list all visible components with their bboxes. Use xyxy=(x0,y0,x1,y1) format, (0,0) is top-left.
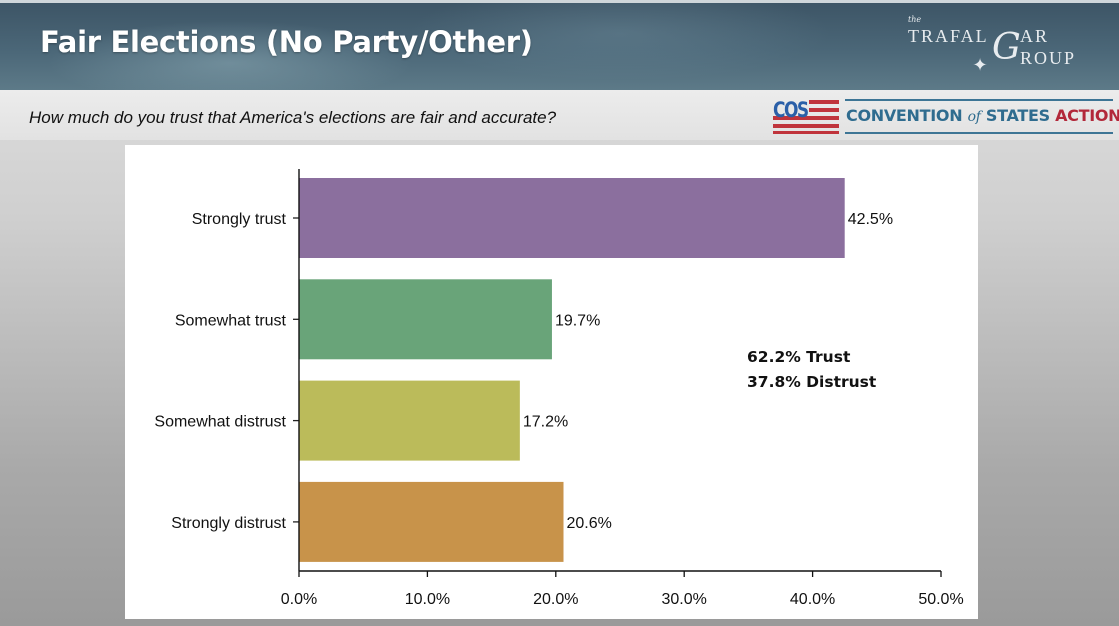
data-label-somewhat-distrust: 17.2% xyxy=(523,414,568,431)
y-tick-label-somewhat-distrust: Somewhat distrust xyxy=(154,414,286,431)
y-tick-label-strongly-trust: Strongly trust xyxy=(192,211,287,228)
x-tick-label-50: 50.0% xyxy=(918,591,963,608)
subtitle-band xyxy=(0,90,1119,140)
cos-action: ACTION xyxy=(1055,106,1119,125)
flag-stripes-icon xyxy=(773,97,839,134)
logo-rule-top xyxy=(845,99,1113,101)
logo-the-text: the xyxy=(908,15,922,24)
bar-strongly-distrust xyxy=(299,481,564,562)
y-tick-label-somewhat-trust: Somewhat trust xyxy=(175,312,287,329)
data-label-strongly-trust: 42.5% xyxy=(848,211,893,228)
x-tick-label-10: 10.0% xyxy=(405,591,450,608)
chart-panel: Strongly trust 42.5% Somewhat trust 19.7% So… xyxy=(125,145,978,619)
compass-star-icon: ✦ xyxy=(972,55,988,75)
distrust-total: 37.8% Distrust xyxy=(747,373,877,391)
survey-question: How much do you trust that America's ele… xyxy=(29,108,557,127)
bar-strongly-trust xyxy=(299,178,845,258)
cos-full-name: CONVENTION of STATES ACTION xyxy=(846,106,1119,125)
x-tick-label-30: 30.0% xyxy=(662,591,707,608)
logo-rule-bottom xyxy=(845,132,1113,134)
page-title: Fair Elections (No Party/Other) xyxy=(40,25,533,59)
bar-chart: Strongly trust 42.5% Somewhat trust 19.7% So… xyxy=(154,169,964,608)
x-tick-label-40: 40.0% xyxy=(790,591,835,608)
convention-of-states-logo: COS CONVENTION of STATES ACTION xyxy=(773,97,1119,135)
x-tick-label-20: 20.0% xyxy=(533,591,578,608)
y-tick-label-strongly-distrust: Strongly distrust xyxy=(171,515,286,532)
logo-roup-text: ROUP xyxy=(1020,48,1077,68)
slide-header: Fair Elections (No Party/Other) the TRAF… xyxy=(0,0,1119,90)
cos-states: STATES xyxy=(985,106,1050,125)
trust-summary: 62.2% Trust 37.8% Distrust xyxy=(747,345,876,395)
logo-trafal: TRAFAL xyxy=(908,26,989,46)
data-label-strongly-distrust: 20.6% xyxy=(567,515,612,532)
trust-total: 62.2% Trust xyxy=(747,348,851,366)
data-label-somewhat-trust: 19.7% xyxy=(555,312,600,329)
cos-abbr: COS xyxy=(773,98,809,123)
x-tick-label-0: 0.0% xyxy=(281,591,317,608)
logo-ar: AR xyxy=(1020,26,1050,46)
bar-somewhat-distrust xyxy=(299,380,520,461)
trafalgar-group-logo: the TRAFAL G AR ROUP ✦ xyxy=(900,15,1090,81)
cos-of: of xyxy=(967,109,981,125)
cos-convention: CONVENTION xyxy=(846,106,963,125)
logo-g-letter: G xyxy=(992,27,1021,68)
bar-somewhat-trust xyxy=(299,279,552,360)
